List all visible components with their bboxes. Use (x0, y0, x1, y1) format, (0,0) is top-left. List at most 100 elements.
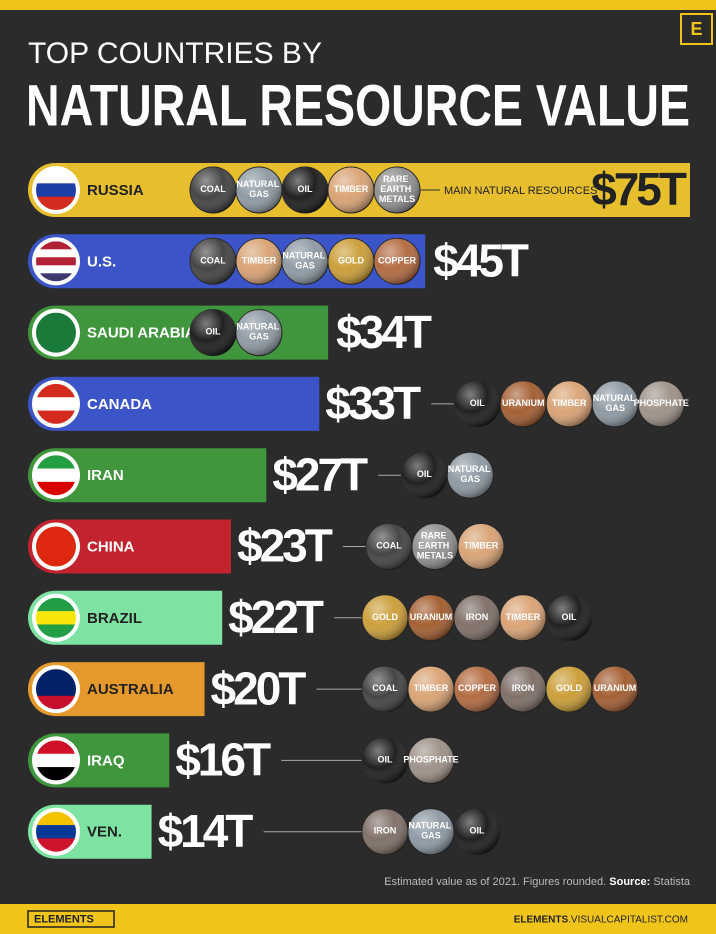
source-label: Source: (609, 876, 650, 888)
flag (36, 455, 76, 496)
value-label: $34T (336, 306, 432, 358)
resource-shine (366, 523, 413, 570)
resource-shine (362, 666, 408, 713)
logo: E (690, 19, 702, 39)
resource-label: NATURAL GAS (236, 179, 281, 199)
resource-label: NATURAL GAS (282, 251, 327, 271)
resource-shine (546, 666, 592, 713)
resource-label: RARE EARTH METALS (379, 174, 415, 204)
flag-stripe (36, 257, 76, 266)
resource-label: COAL (200, 184, 226, 194)
resource-shine (328, 238, 374, 285)
flag-stripe (36, 682, 76, 697)
category-label: RUSSIA (87, 182, 144, 199)
flag-stripe (36, 410, 76, 424)
resource-label: NATURAL GAS (448, 465, 493, 485)
resource-label: COAL (200, 256, 226, 266)
flag-stripe (36, 669, 76, 683)
resource-shine (500, 594, 546, 641)
resource-shine (328, 167, 374, 213)
resource-shine (458, 523, 505, 570)
resource-label: TIMBER (552, 398, 587, 408)
resource-label: IRON (374, 826, 397, 836)
flag-stripe (36, 767, 76, 781)
flag-stripe (36, 383, 76, 398)
resource-shine (190, 309, 236, 356)
resource-shine (190, 238, 236, 285)
category-label: CHINA (87, 538, 135, 555)
resource-label: URANIUM (594, 683, 637, 693)
resource-label: GOLD (372, 612, 398, 622)
resource-shine (638, 380, 685, 427)
value-label: $27T (272, 448, 368, 500)
resource-shine (282, 238, 328, 285)
resource-label: GOLD (338, 256, 364, 266)
resource-shine (546, 594, 592, 641)
resource-label: OIL (470, 826, 486, 836)
resource-label: NATURAL GAS (408, 821, 453, 841)
flag-stripe (36, 838, 76, 852)
footer-bar (0, 904, 716, 934)
resource-shine (454, 594, 500, 641)
resource-shine (408, 737, 454, 784)
source-note: Estimated value as of 2021. Figures roun… (384, 876, 691, 888)
category-label: BRAZIL (87, 610, 142, 627)
url: ELEMENTS.VISUALCAPITALIST.COM (514, 914, 688, 925)
url-rest: .VISUALCAPITALIST.COM (568, 914, 688, 925)
flag-stripe (36, 611, 76, 625)
flag-stripe (36, 241, 76, 250)
flag-stripe (36, 481, 76, 496)
resource-shine (454, 666, 500, 713)
resource-label: COAL (376, 541, 402, 551)
value-label: $33T (325, 377, 421, 429)
resource-shine (374, 167, 420, 213)
resource-label: OIL (562, 612, 578, 622)
flag (36, 312, 76, 353)
flag-stripe (36, 196, 76, 210)
resource-label: NATURAL GAS (593, 393, 638, 413)
value-label: $16T (175, 734, 271, 786)
bar (28, 376, 320, 431)
flag-stripe (36, 170, 76, 184)
flag (36, 526, 76, 567)
value-label: $22T (228, 591, 324, 643)
value-label: $14T (158, 805, 254, 857)
flag-stripe (36, 265, 76, 274)
resource-label: GOLD (556, 683, 582, 693)
bar (28, 519, 232, 574)
resource-label: OIL (470, 398, 486, 408)
resource-shine (592, 666, 638, 713)
flag (36, 740, 76, 781)
flag-stripe (36, 811, 76, 826)
category-label: IRAN (87, 467, 124, 484)
resource-label: TIMBER (414, 683, 449, 693)
flag-stripe (36, 753, 76, 768)
resource-shine (362, 737, 408, 784)
category-label: U.S. (87, 253, 116, 270)
resource-label: OIL (378, 755, 394, 765)
flag-stripe (36, 740, 76, 755)
value-label: $20T (211, 662, 307, 714)
flag (36, 241, 76, 282)
flag (36, 170, 76, 210)
resource-shine (190, 167, 236, 213)
flag-stripe (36, 825, 76, 839)
resource-shine (447, 452, 494, 499)
brand-box (27, 910, 115, 928)
logo-box (680, 13, 713, 45)
flag (36, 383, 76, 424)
resource-label: URANIUM (502, 398, 545, 408)
flag-stripe (36, 468, 76, 483)
flag-stripe (36, 597, 76, 612)
category-label: AUSTRALIA (87, 681, 174, 698)
resource-label: OIL (417, 470, 433, 480)
chart-subtitle: NATURAL RESOURCE VALUE (26, 73, 690, 138)
resource-label: IRON (466, 612, 489, 622)
category-label: CANADA (87, 396, 152, 413)
resource-label: IRON (512, 683, 535, 693)
flag-stripe (36, 273, 76, 282)
resource-label: RARE EARTH METALS (417, 531, 453, 561)
resource-shine (362, 594, 408, 641)
resource-shine (500, 380, 547, 427)
resource-shine (408, 666, 454, 713)
